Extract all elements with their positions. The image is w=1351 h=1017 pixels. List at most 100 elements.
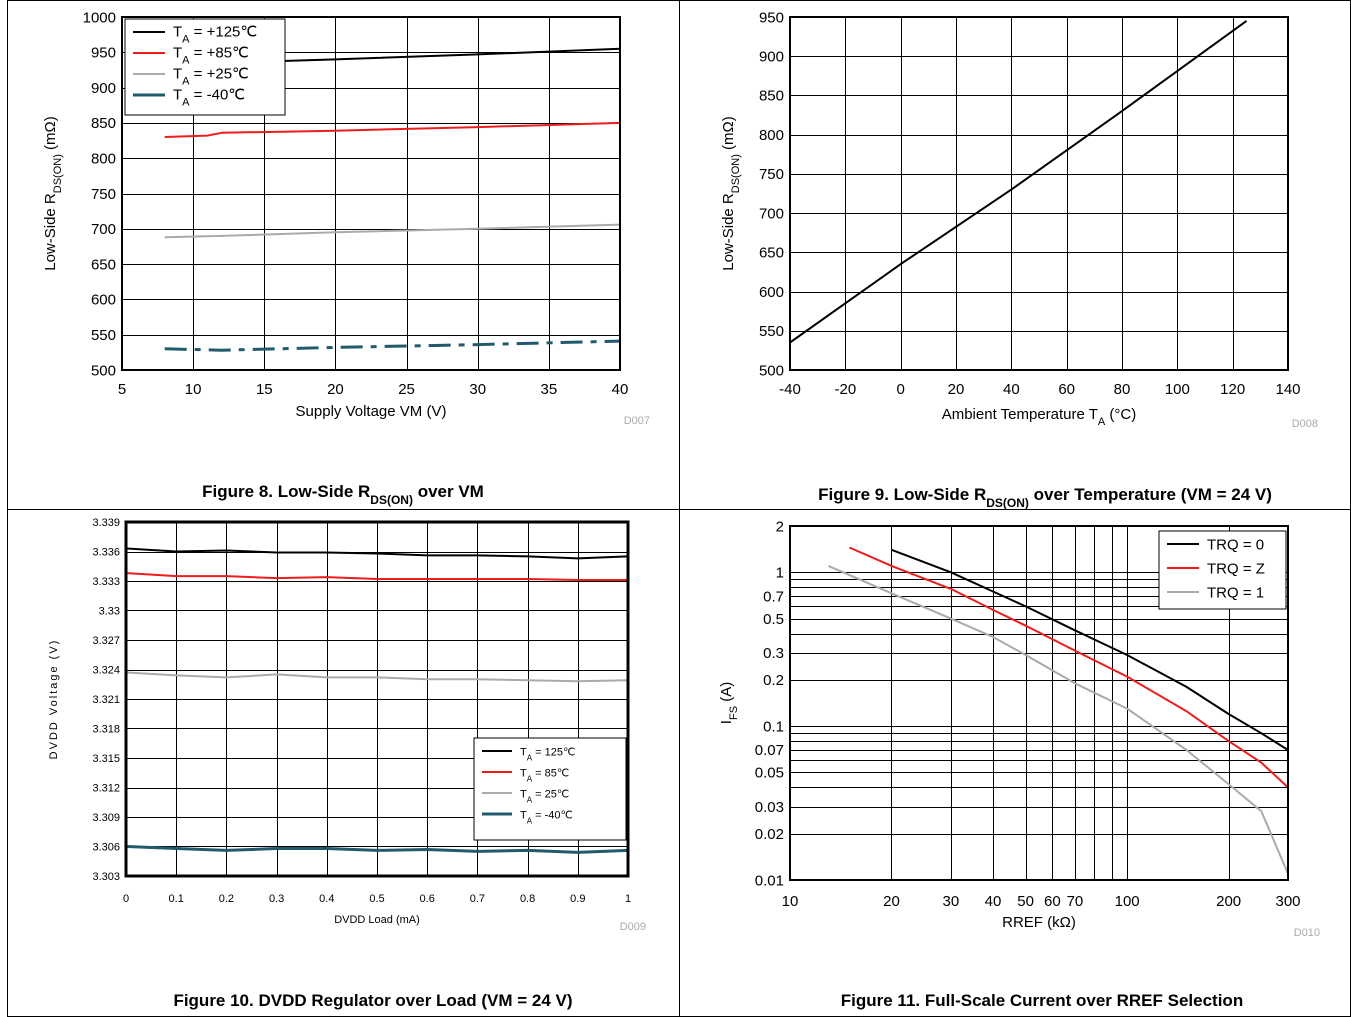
x-tick-label: 0.3 <box>269 893 284 905</box>
x-axis-label: Supply Voltage VM (V) <box>296 403 447 420</box>
series-line-3 <box>164 339 621 352</box>
series-line-1 <box>848 546 1289 789</box>
series-line-3 <box>125 845 629 854</box>
x-tick-label: 15 <box>256 381 273 398</box>
x-tick-label: 10 <box>782 893 799 910</box>
x-tick-label: 30 <box>469 381 486 398</box>
x-tick-label: 0 <box>896 381 904 398</box>
series-line-2 <box>164 223 621 239</box>
x-tick-label: 0.4 <box>319 893 334 905</box>
legend-label: TA = 125℃ <box>520 747 575 763</box>
chart-rdson-vs-temperature: -40 -20 0 20 40 60 80 100 120 140 500 550 600 650 700 7… <box>720 9 1318 510</box>
figure-caption: Figure 11. Full-Scale Current over RREF … <box>841 991 1243 1010</box>
legend-label: TRQ = 1 <box>1207 584 1264 601</box>
y-tick-label: 3.324 <box>92 664 120 676</box>
y-tick-label: 3.309 <box>92 812 120 824</box>
x-axis-label: RREF (kΩ) <box>1002 914 1076 931</box>
y-tick-label: 550 <box>759 323 784 340</box>
figure-code: D010 <box>1294 927 1320 939</box>
x-tick-label: 20 <box>327 381 344 398</box>
series-line-2 <box>828 564 1289 874</box>
y-tick-label: 700 <box>759 205 784 222</box>
x-tick-label: 0.1 <box>169 893 184 905</box>
legend-label: TA = +85℃ <box>173 45 249 67</box>
figure-caption: Figure 10. DVDD Regulator over Load (VM … <box>173 991 572 1010</box>
y-tick-label: 500 <box>91 362 116 379</box>
x-tick-label: 70 <box>1067 893 1084 910</box>
y-tick-label: 950 <box>759 9 784 26</box>
series-line-0 <box>891 548 1289 751</box>
y-tick-label: 3.333 <box>92 576 120 588</box>
series-line-0 <box>789 20 1248 344</box>
y-tick-label: 0.5 <box>763 611 784 628</box>
figure-code: D007 <box>624 415 650 427</box>
y-tick-label: 3.303 <box>92 871 120 883</box>
x-tick-label: 0.2 <box>219 893 234 905</box>
plot-frame <box>121 16 621 371</box>
x-tick-label: 140 <box>1275 381 1300 398</box>
y-axis-label: IFS (A) <box>718 682 740 724</box>
figure-caption: Figure 9. Low-Side RDS(ON) over Temperat… <box>818 485 1272 510</box>
panel-borders <box>7 0 1351 1017</box>
x-tick-label: 300 <box>1275 893 1300 910</box>
x-tick-label: 20 <box>883 893 900 910</box>
y-tick-label: 2 <box>776 518 784 535</box>
x-tick-label: 60 <box>1058 381 1075 398</box>
x-tick-label: 25 <box>398 381 415 398</box>
legend-box <box>124 18 286 116</box>
y-tick-label: 850 <box>91 115 116 132</box>
series-line-2 <box>125 671 629 683</box>
y-tick-label: 0.02 <box>755 826 784 843</box>
y-tick-label: 3.315 <box>92 753 120 765</box>
x-tick-label: 20 <box>948 381 965 398</box>
gridlines <box>790 17 1289 371</box>
y-tick-label: 850 <box>759 88 784 105</box>
y-tick-label: 650 <box>91 256 116 273</box>
x-tick-label: 0.9 <box>570 893 585 905</box>
plot-frame <box>789 525 1289 881</box>
x-tick-label: 40 <box>612 381 629 398</box>
x-tick-label: 100 <box>1115 893 1140 910</box>
y-tick-label: 0.3 <box>763 645 784 662</box>
x-axis-label: Ambient Temperature TA (°C) <box>942 406 1137 428</box>
y-tick-label: 750 <box>759 166 784 183</box>
x-tick-label: 80 <box>1114 381 1131 398</box>
legend-box <box>473 737 627 841</box>
figure-caption: Figure 8. Low-Side RDS(ON) over VM <box>202 482 484 507</box>
y-tick-label: 0.7 <box>763 588 784 605</box>
legend: TA = 125℃ TA = 85℃ TA = 25℃ TA = -40℃ <box>473 737 627 841</box>
x-tick-label: 120 <box>1220 381 1245 398</box>
y-tick-label: 3.306 <box>92 841 120 853</box>
y-axis-label: Low-Side RDS(ON) (mΩ) <box>720 116 742 271</box>
x-tick-label: 1 <box>625 893 631 905</box>
y-tick-label: 900 <box>91 80 116 97</box>
series-line-1 <box>125 572 628 581</box>
y-axis-label: DVDD Voltage (V) <box>48 639 60 760</box>
legend-label: TRQ = 0 <box>1207 536 1264 553</box>
y-tick-label: 3.327 <box>92 635 120 647</box>
x-tick-label: 40 <box>1003 381 1020 398</box>
x-tick-label: 40 <box>985 893 1002 910</box>
y-tick-label: 0.07 <box>755 742 784 759</box>
x-tick-label: 10 <box>185 381 202 398</box>
chart-ifs-vs-rref: 10 20 30 40 50 60 70 100 200 300 0.01 0.02 0.03 0.05 0… <box>718 518 1320 1010</box>
x-tick-label: -20 <box>834 381 856 398</box>
y-tick-label: 0.1 <box>763 718 784 735</box>
y-tick-label: 900 <box>759 48 784 65</box>
y-tick-label: 3.339 <box>92 517 120 529</box>
y-tick-label: 0.05 <box>755 765 784 782</box>
x-tick-label: 30 <box>943 893 960 910</box>
y-tick-label: 3.33 <box>99 605 120 617</box>
x-axis-label: DVDD Load (mA) <box>334 914 420 926</box>
x-tick-label: 0.8 <box>520 893 535 905</box>
x-tick-label: 0.5 <box>369 893 384 905</box>
y-tick-label: 700 <box>91 221 116 238</box>
y-tick-label: 800 <box>91 150 116 167</box>
legend: TRQ = 0 TRQ = Z TRQ = 1 <box>1158 530 1287 610</box>
x-tick-label: 60 <box>1044 893 1061 910</box>
legend-label: TA = +25℃ <box>173 66 249 88</box>
legend-label: TA = -40℃ <box>173 87 245 109</box>
x-tick-label: 0.6 <box>420 893 435 905</box>
x-tick-label: 100 <box>1165 381 1190 398</box>
